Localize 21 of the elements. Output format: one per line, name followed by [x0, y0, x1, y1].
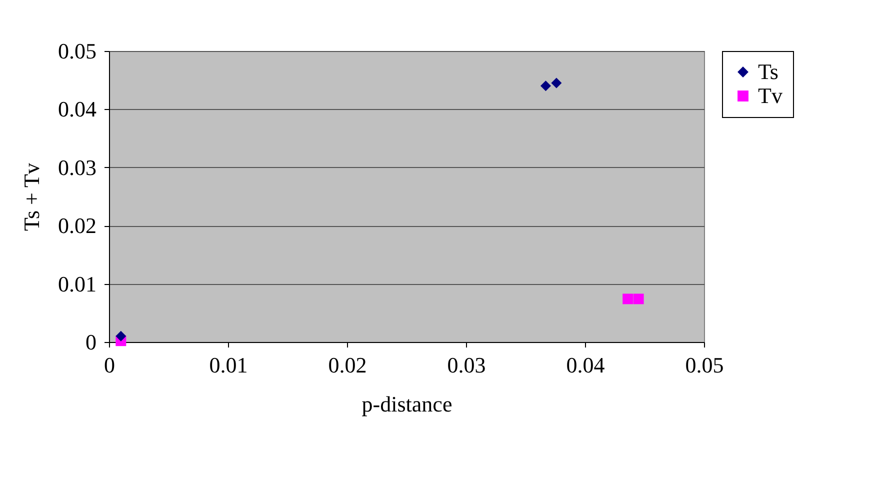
- y-tick-label: 0.01: [58, 271, 96, 296]
- y-tick-label: 0.04: [58, 96, 96, 122]
- x-axis-title: p-distance: [362, 392, 452, 416]
- x-tick-label: 0: [104, 352, 115, 378]
- point: [633, 294, 644, 304]
- x-tick-label: 0.02: [328, 352, 367, 378]
- legend-label: Ts: [758, 59, 778, 84]
- point: [540, 80, 551, 92]
- y-tick-label: 0.05: [58, 38, 96, 64]
- y-tick-label: 0.02: [58, 213, 96, 238]
- y-tick-label: 0.03: [58, 154, 96, 180]
- x-tick-label: 0.03: [447, 352, 486, 378]
- point: [551, 78, 562, 88]
- y-tick-label: 0: [86, 330, 96, 354]
- y-axis-title: Ts + Tv: [19, 163, 44, 231]
- x-tick-label: 0.05: [685, 352, 724, 378]
- point: [622, 294, 634, 304]
- x-tick-label: 0.01: [209, 352, 248, 378]
- x-tick-label: 0.04: [566, 352, 605, 378]
- point: [116, 330, 126, 342]
- legend-label: Tv: [758, 83, 782, 108]
